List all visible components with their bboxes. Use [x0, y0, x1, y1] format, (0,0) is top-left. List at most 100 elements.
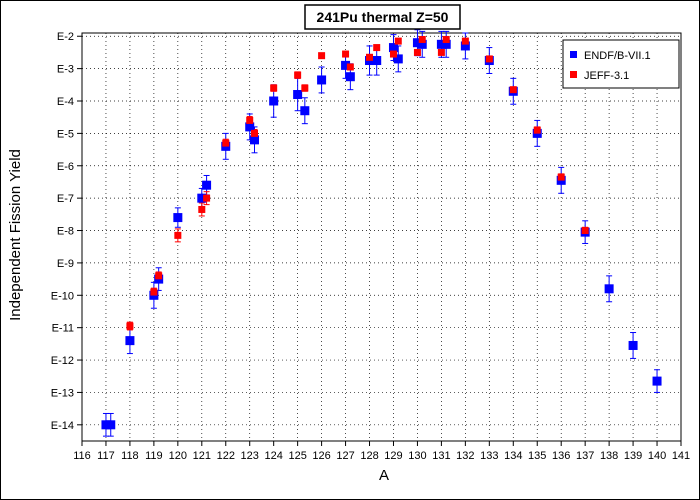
y-tick-label: E-10	[51, 290, 74, 302]
x-tick-label: 121	[193, 450, 211, 462]
grid	[81, 33, 682, 441]
x-tick-label: 119	[145, 450, 163, 462]
x-tick-label: 131	[432, 450, 450, 462]
point-endf	[202, 180, 212, 190]
y-tick-label: E-3	[57, 64, 74, 76]
point-jeff	[246, 116, 254, 124]
title-box	[304, 4, 461, 30]
x-tick-label: 137	[576, 450, 594, 462]
x-tick-label: 123	[241, 450, 259, 462]
x-tick-label: 130	[408, 450, 426, 462]
y-tick-label: E-14	[51, 420, 74, 432]
x-tick-label: 138	[600, 450, 618, 462]
error-bars	[102, 29, 661, 437]
point-endf	[125, 336, 135, 346]
point-jeff	[533, 126, 541, 134]
x-tick-label: 139	[624, 450, 642, 462]
point-jeff	[301, 84, 309, 92]
point-jeff	[366, 53, 374, 61]
y-tick-label: E-12	[51, 355, 74, 367]
point-endf	[245, 122, 255, 132]
point-endf	[345, 72, 355, 82]
legend-label-endf: ENDF/B-VII.1	[584, 50, 651, 62]
x-tick-label: 117	[97, 450, 115, 462]
legend-label-jeff: JEFF-3.1	[584, 70, 629, 82]
point-endf	[436, 39, 446, 49]
x-tick-label: 127	[336, 450, 354, 462]
point-endf	[317, 75, 327, 85]
x-tick-label: 124	[265, 450, 283, 462]
point-jeff	[485, 55, 493, 63]
point-jeff	[342, 50, 350, 58]
point-endf	[412, 38, 422, 48]
point-endf	[604, 284, 614, 294]
point-jeff	[150, 288, 158, 296]
point-jeff	[581, 227, 589, 235]
y-tick-label: E-13	[51, 387, 74, 399]
point-jeff	[373, 44, 381, 52]
x-tick-label: 128	[360, 450, 378, 462]
legend-swatch-endf	[570, 51, 577, 58]
y-axis-title: Independent Fission Yield	[7, 149, 24, 321]
point-jeff	[318, 52, 326, 60]
point-endf	[341, 60, 351, 70]
x-tick-label: 116	[73, 450, 91, 462]
legend: ENDF/B-VII.1 JEFF-3.1	[562, 39, 680, 89]
point-jeff	[294, 71, 302, 79]
point-jeff	[442, 35, 450, 43]
chart-title: 241Pu thermal Z=50	[304, 4, 461, 30]
point-endf	[250, 135, 260, 145]
x-tick-label: 132	[456, 450, 474, 462]
point-jeff	[198, 205, 206, 213]
x-tick-label: 136	[552, 450, 570, 462]
x-tick-label: 133	[480, 450, 498, 462]
x-tick-label: 118	[121, 450, 139, 462]
title-text: 241Pu thermal Z=50	[317, 9, 449, 25]
y-tick-label: E-9	[57, 258, 74, 270]
point-endf	[388, 43, 398, 53]
point-jeff	[389, 50, 397, 58]
point-jeff	[437, 48, 445, 56]
point-endf	[101, 420, 111, 430]
point-jeff	[461, 37, 469, 45]
point-jeff	[203, 194, 211, 202]
point-endf	[300, 106, 310, 116]
point-endf	[293, 90, 303, 100]
y-tick-label: E-8	[57, 226, 74, 238]
point-endf	[460, 41, 470, 51]
point-endf	[372, 56, 382, 66]
y-tick-label: E-7	[57, 193, 74, 205]
point-endf	[393, 54, 403, 64]
point-endf	[197, 193, 207, 203]
point-endf	[441, 39, 451, 49]
data-points	[101, 35, 662, 430]
y-tick-label: E-2	[57, 31, 74, 43]
point-endf	[652, 376, 662, 386]
y-tick-label: E-4	[57, 96, 74, 108]
plot-area	[81, 32, 682, 442]
x-tick-label: 135	[528, 450, 546, 462]
x-tick-label: 141	[672, 450, 690, 462]
point-endf	[417, 39, 427, 49]
point-jeff	[126, 322, 134, 330]
point-jeff	[251, 129, 259, 137]
point-jeff	[557, 173, 565, 181]
y-tick-label: E-5	[57, 128, 74, 140]
point-jeff	[394, 37, 402, 45]
x-tick-label: 125	[288, 450, 306, 462]
point-jeff	[222, 139, 230, 147]
point-endf	[173, 213, 183, 223]
x-axis-title: A	[379, 467, 389, 484]
x-tick-label: 126	[312, 450, 330, 462]
point-endf	[106, 420, 116, 430]
axis-ticks: 116 117 118 119 120 121 122 123 124 125 126 127 128 1…	[51, 31, 690, 462]
point-jeff	[418, 35, 426, 43]
y-tick-label: E-6	[57, 161, 74, 173]
point-endf	[628, 340, 638, 350]
point-jeff	[346, 63, 354, 71]
point-jeff	[270, 84, 278, 92]
point-jeff	[155, 272, 163, 280]
point-jeff	[413, 48, 421, 56]
point-endf	[269, 96, 279, 106]
